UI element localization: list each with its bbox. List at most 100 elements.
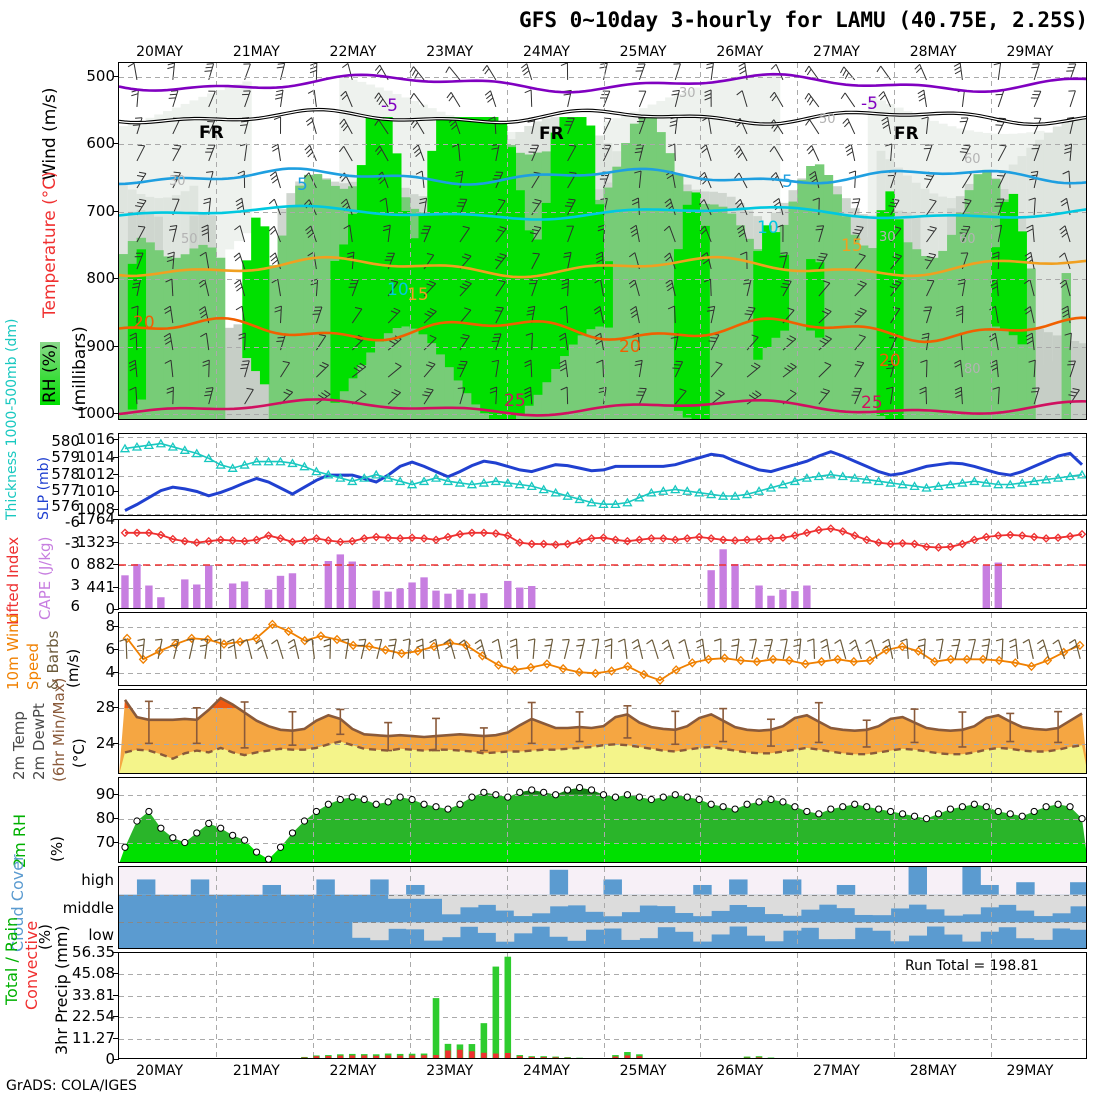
ytick-temp-28: 28 [95,698,115,717]
ytick-pressure-900: 900 [86,336,115,355]
cloud-level-low: low [88,926,114,945]
ytick-pressure-600: 600 [86,134,115,153]
svg-text:15: 15 [407,285,429,305]
ytick-thickness-580: 580 [51,431,80,450]
tick-mark [113,210,119,212]
ytick-pressure-700: 700 [86,201,115,220]
ytick-precip-22.54: 22.54 [72,1007,115,1026]
ytick-cape-1764: 1764 [76,510,115,528]
tick-mark [113,793,119,795]
panel-cloud-cover[interactable] [118,866,1087,949]
ytick-lifted-index-6: 6 [70,597,80,615]
label-thickness: Thickness 1000-500mb (dm) [4,318,20,520]
svg-text:30: 30 [169,174,186,189]
svg-text:30: 30 [679,86,696,101]
ytick-rh-70: 70 [95,832,115,851]
ytick-thickness-579: 579 [51,448,80,467]
tick-mark [113,1016,119,1018]
day-label-23may: 23MAY [426,1063,474,1079]
ytick-lifted-index-3: 3 [70,576,80,594]
svg-text:5: 5 [297,175,308,195]
day-label-20may: 20MAY [136,1063,184,1079]
ytick-wind-8: 8 [105,616,115,635]
ytick-temp-24: 24 [95,734,115,753]
svg-text:-5: -5 [861,94,878,114]
label-upper-temperature: Temperature (°C) [40,171,60,318]
cloud-level-middle: middle [62,898,114,917]
tick-mark [113,439,119,441]
label-wind-speed: Speed [24,642,42,690]
label-10m-wind: 10m Wind [4,613,22,690]
ytick-lifted-index--6: -6 [65,513,80,531]
ytick-pressure-800: 800 [86,269,115,288]
day-label-21may: 21MAY [232,1063,280,1079]
day-label-27may: 27MAY [813,1063,860,1079]
tick-mark [113,817,119,819]
label-precip-total: Total / Rain [2,916,21,1005]
day-label-21may: 21MAY [232,44,280,60]
panel-3hr-precip[interactable] [118,952,1087,1059]
tick-mark [113,456,119,458]
ytick-lifted-index-0: 0 [70,555,80,573]
svg-text:20: 20 [133,313,155,333]
tick-mark [113,586,119,588]
label-lifted-index: Lifted Index [4,536,22,625]
day-label-24may: 24MAY [522,1063,570,1079]
day-label-28may: 28MAY [909,44,957,60]
tick-mark [113,672,119,674]
day-label-28may: 28MAY [909,1063,957,1079]
tick-mark [113,345,119,347]
label-6hr-minmax: (6hr Min/Max) [50,677,68,782]
svg-text:FR: FR [894,124,919,144]
svg-text:30: 30 [879,230,896,245]
ytick-precip-56.35: 56.35 [72,943,115,961]
svg-text:60: 60 [959,232,976,247]
ytick-lifted-index--3: -3 [65,534,80,552]
tick-mark [113,994,119,996]
day-label-29may: 29MAY [1006,1063,1054,1079]
ytick-rh-80: 80 [95,808,115,827]
svg-text:25: 25 [861,393,883,413]
footer-credit: GrADS: COLA/IGES [6,1078,137,1094]
label-2m-temp: 2m Temp [10,711,28,780]
panel-2m-temp-dewpt[interactable] [118,689,1087,774]
ytick-cape-1323: 1323 [76,532,115,551]
ytick-precip-45.08: 45.08 [72,964,115,983]
ytick-wind-6: 6 [105,640,115,658]
ytick-slp-1016: 1016 [76,430,115,449]
svg-text:60: 60 [964,152,981,167]
svg-text:FR: FR [199,123,224,143]
tick-mark [113,491,119,493]
tick-mark [113,75,119,77]
svg-text:10: 10 [387,280,409,300]
svg-text:50: 50 [181,232,198,247]
svg-text:50: 50 [819,112,836,127]
page-title: GFS 0~10day 3-hourly for LAMU (40.75E, 2… [519,8,1088,32]
svg-text:10: 10 [757,218,779,238]
ytick-slp-1010: 1010 [76,482,115,501]
svg-text:20: 20 [619,337,641,357]
ytick-slp-1014: 1014 [76,447,115,466]
panel-slp-thickness[interactable] [118,433,1087,516]
tick-mark [113,952,119,953]
ytick-precip-11.27: 11.27 [72,1028,115,1047]
svg-text:15: 15 [841,236,863,256]
panel-2m-rh[interactable] [118,777,1087,863]
tick-mark [113,707,119,709]
run-total-label: Run Total = 198.81 [905,958,1039,974]
tick-mark [113,625,119,627]
ytick-cape-441: 441 [86,577,115,596]
panel-upper-air[interactable]: -5 -5 FR FR FR 5 5 10 10 15 15 20 20 20 25 25 30 30 30 50 50… [118,62,1087,420]
tick-mark [113,1059,119,1060]
day-label-22may: 22MAY [329,1063,377,1079]
tick-mark [113,278,119,280]
ytick-pressure-500: 500 [86,66,115,85]
panel-10m-wind[interactable] [118,612,1087,686]
tick-mark [113,609,119,610]
ytick-thickness-578: 578 [51,464,80,483]
tick-mark [113,541,119,543]
tick-mark [113,474,119,476]
ytick-rh-90: 90 [95,784,115,803]
panel-cape-lifted-index[interactable] [118,519,1087,609]
